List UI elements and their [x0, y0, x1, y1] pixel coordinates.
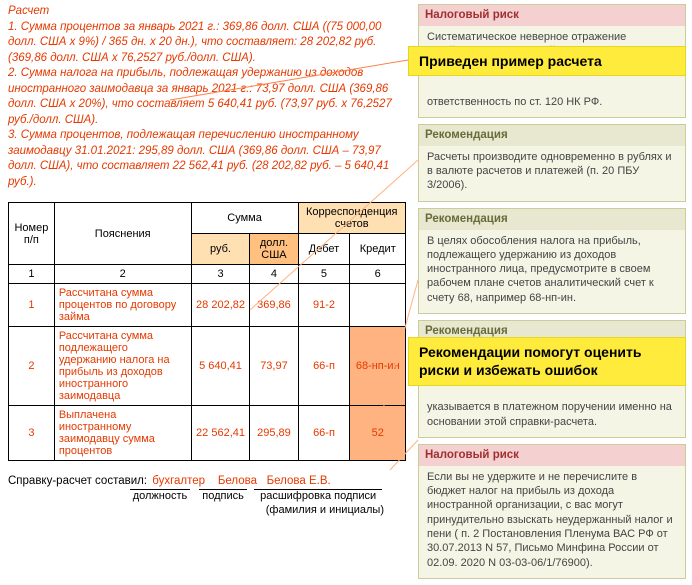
cell-num: 3 [9, 406, 55, 461]
note-title: Рекомендация [419, 125, 685, 146]
footer-sub2: (фамилия и инициалы) [8, 504, 406, 516]
cell-credit: 52 [350, 406, 406, 461]
th-corr: Корреспонденция счетов [298, 203, 406, 234]
cell-usd: 73,97 [250, 327, 298, 406]
th-expl: Пояснения [54, 203, 191, 265]
cell-rub: 28 202,82 [191, 284, 250, 327]
colnum-3: 3 [191, 265, 250, 284]
footer-name1: Белова [218, 475, 257, 487]
sub-sign: подпись [199, 489, 247, 502]
table-row: 3 Выплачена иностранному заимодавцу сумм… [9, 406, 406, 461]
cell-num: 1 [9, 284, 55, 327]
sub-pos: должность [130, 489, 190, 502]
th-credit: Кредит [350, 234, 406, 265]
cell-credit: 68-нп-ин [350, 327, 406, 406]
cell-rub: 22 562,41 [191, 406, 250, 461]
table-row: 1 Рассчитана сумма процентов по договору… [9, 284, 406, 327]
colnum-1: 1 [9, 265, 55, 284]
cell-num: 2 [9, 327, 55, 406]
cell-debit: 66-п [298, 406, 350, 461]
table-row: 2 Рассчитана сумма подлежащего удержанию… [9, 327, 406, 406]
note-rec-2: Рекомендация В целях обособления налога … [418, 208, 686, 314]
callout-example: Приведен пример расчета [408, 46, 686, 76]
cell-credit [350, 284, 406, 327]
cell-expl: Рассчитана сумма подлежащего удержанию н… [54, 327, 191, 406]
note-body-cont: указывается в платежном поручении именно… [427, 400, 677, 429]
note-body-cont: ответственность по ст. 120 НК РФ. [427, 95, 677, 109]
th-sum: Сумма [191, 203, 298, 234]
footer-label: Справку-расчет составил: [8, 475, 147, 487]
th-rub: руб. [191, 234, 250, 265]
note-title: Рекомендация [419, 209, 685, 230]
cell-usd: 295,89 [250, 406, 298, 461]
note-title: Налоговый риск [419, 5, 685, 26]
calc-line-1: 1. Сумма процентов за январь 2021 г.: 36… [8, 20, 406, 67]
calc-title: Расчет [8, 4, 406, 20]
th-debit: Дебет [298, 234, 350, 265]
footer-name2: Белова Е.В. [267, 475, 331, 487]
cell-debit: 66-п [298, 327, 350, 406]
note-body: Расчеты производите одновременно в рубля… [427, 150, 677, 193]
cell-expl: Рассчитана сумма процентов по договору з… [54, 284, 191, 327]
colnum-5: 5 [298, 265, 350, 284]
cell-debit: 91-2 [298, 284, 350, 327]
cell-usd: 369,86 [250, 284, 298, 327]
calc-line-3: 3. Сумма процентов, подлежащая перечисле… [8, 128, 406, 190]
note-rec-1: Рекомендация Расчеты производите одновре… [418, 124, 686, 202]
cell-rub: 5 640,41 [191, 327, 250, 406]
callout-recommendations: Рекомендации помогут оценить риски и изб… [408, 337, 686, 386]
calc-line-2: 2. Сумма налога на прибыль, подлежащая у… [8, 66, 406, 128]
left-panel: Расчет 1. Сумма процентов за январь 2021… [8, 4, 406, 516]
footer-line: Справку-расчет составил: бухгалтер Белов… [8, 475, 406, 487]
footer-pos: бухгалтер [152, 475, 205, 487]
accounting-table: Номер п/п Пояснения Сумма Корреспонденци… [8, 202, 406, 461]
note-body: Если вы не удержите и не перечислите в б… [427, 470, 677, 570]
th-usd: долл. США [250, 234, 298, 265]
note-body: В целях обособления налога на прибыль, п… [427, 234, 677, 305]
cell-expl: Выплачена иностранному заимодавцу сумма … [54, 406, 191, 461]
colnum-6: 6 [350, 265, 406, 284]
note-title: Налоговый риск [419, 445, 685, 466]
colnum-4: 4 [250, 265, 298, 284]
colnum-2: 2 [54, 265, 191, 284]
sub-full: расшифровка подписи [254, 489, 382, 502]
right-panel: Налоговый риск Систематическое неверное … [418, 4, 686, 585]
calculation-block: Расчет 1. Сумма процентов за январь 2021… [8, 4, 406, 196]
th-num: Номер п/п [9, 203, 55, 265]
footer-sub: должность подпись расшифровка подписи [8, 489, 406, 502]
note-risk-2: Налоговый риск Если вы не удержите и не … [418, 444, 686, 579]
